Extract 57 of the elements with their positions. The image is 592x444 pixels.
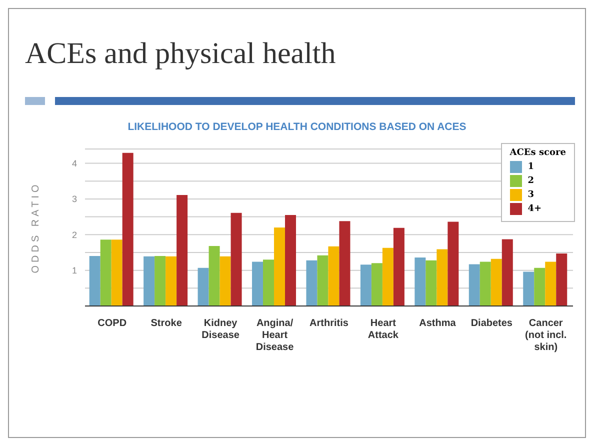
chart-subtitle: LIKELIHOOD TO DEVELOP HEALTH CONDITIONS BASED ON ACES bbox=[126, 121, 468, 133]
bar bbox=[490, 258, 502, 306]
bar bbox=[111, 240, 122, 306]
bar bbox=[154, 256, 166, 306]
legend-label: 4+ bbox=[528, 203, 542, 215]
bar bbox=[122, 152, 134, 306]
bar bbox=[556, 254, 568, 306]
y-tick-label: 2 bbox=[72, 230, 77, 240]
legend-label: 1 bbox=[528, 161, 534, 173]
x-tick-label: Heart Attack bbox=[368, 318, 399, 341]
x-tick-label: Stroke bbox=[150, 318, 182, 329]
bar bbox=[426, 260, 437, 306]
bar bbox=[339, 221, 350, 306]
bar bbox=[382, 248, 394, 306]
bar bbox=[534, 268, 546, 306]
bar bbox=[166, 256, 177, 306]
bar bbox=[448, 222, 459, 306]
y-axis-title: ODDS RATIO bbox=[30, 182, 42, 274]
bar bbox=[198, 268, 209, 306]
bar bbox=[480, 262, 491, 306]
bar bbox=[328, 246, 340, 306]
bar bbox=[89, 256, 100, 306]
x-tick-label: Cancer (not incl. skin) bbox=[525, 318, 567, 353]
bar bbox=[371, 263, 382, 306]
bar bbox=[414, 257, 426, 306]
legend-label: 2 bbox=[528, 175, 534, 187]
bar bbox=[176, 195, 188, 306]
x-tick-label: Angina/ Heart Disease bbox=[256, 318, 294, 353]
bar bbox=[220, 256, 231, 306]
bar bbox=[285, 215, 296, 306]
bar bbox=[263, 260, 274, 306]
bar bbox=[523, 272, 534, 306]
x-tick-label: Arthritis bbox=[310, 318, 349, 329]
bar bbox=[100, 240, 112, 306]
x-tick-label: Asthma bbox=[419, 318, 456, 329]
legend-title: ACEs score bbox=[510, 148, 566, 158]
y-tick-label: 3 bbox=[72, 194, 77, 204]
bar bbox=[306, 260, 318, 306]
chart-title: ACEs and physical health bbox=[25, 37, 336, 71]
bar bbox=[360, 264, 372, 306]
bar bbox=[252, 262, 264, 306]
x-tick-label: Diabetes bbox=[470, 318, 513, 329]
bar bbox=[436, 249, 448, 306]
x-tick-label: Kidney Disease bbox=[202, 318, 240, 341]
y-tick-label: 4 bbox=[72, 158, 77, 168]
bar bbox=[144, 256, 155, 306]
y-tick-label: 1 bbox=[72, 266, 77, 276]
bar bbox=[545, 262, 556, 306]
legend-label: 3 bbox=[528, 189, 534, 201]
bar bbox=[230, 212, 242, 306]
bar bbox=[274, 228, 286, 306]
bar bbox=[468, 264, 480, 306]
x-tick-label: COPD bbox=[98, 318, 127, 329]
bar bbox=[502, 239, 513, 306]
bar bbox=[208, 246, 220, 306]
bar bbox=[317, 255, 328, 306]
bar bbox=[393, 228, 404, 306]
